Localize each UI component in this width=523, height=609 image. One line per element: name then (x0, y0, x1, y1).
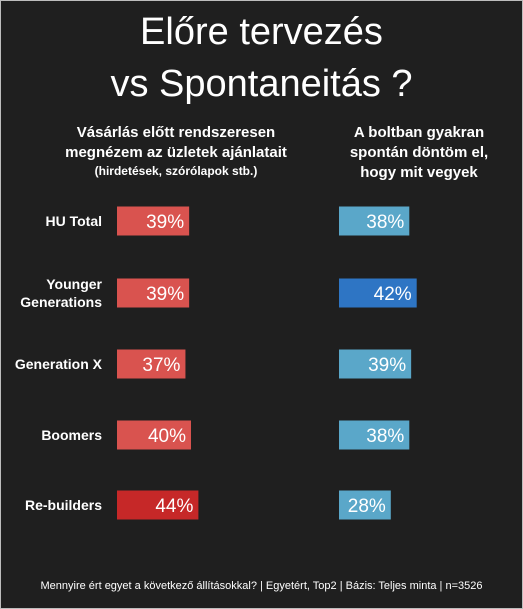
chart-title-line-2: vs Spontaneitás ? (110, 63, 413, 105)
right-header-line-2: spontán döntöm el, (349, 144, 489, 161)
category-label: Generation X (15, 356, 103, 372)
category-label-line: Generation X (15, 356, 103, 372)
left-header-line-1: Vásárlás előtt rendszeresen (76, 124, 276, 141)
bar (117, 278, 190, 308)
data-label: 39% (368, 355, 406, 376)
category-label-line: Re-builders (25, 497, 102, 513)
bar (339, 490, 391, 520)
left-column-header: Vásárlás előtt rendszeresen megnézem az … (41, 123, 311, 179)
category-label: Younger Generations (20, 276, 102, 310)
right-header-line-1: A boltban gyakran (353, 124, 485, 141)
bar (117, 206, 190, 236)
data-label: 38% (366, 212, 404, 233)
bar (339, 420, 410, 450)
category-label: Re-builders (25, 497, 102, 513)
chart-title-line-1: Előre tervezés (140, 11, 383, 53)
footer-note: Mennyire ért egyet a következő állítások… (40, 580, 483, 592)
data-label: 42% (374, 284, 412, 305)
left-header-line-3: (hirdetések, szórólapok stb.) (94, 164, 258, 178)
bar (117, 420, 191, 450)
bar (117, 349, 186, 379)
category-label-line: Younger (46, 276, 102, 292)
left-header-line-2: megnézem az üzletek ajánlatait (65, 144, 287, 161)
bar (339, 349, 412, 379)
category-label-line: HU Total (45, 213, 102, 229)
data-label: 44% (155, 496, 193, 517)
category-label: HU Total (45, 213, 102, 229)
bar (339, 278, 417, 308)
bar (339, 206, 410, 236)
data-label: 40% (148, 426, 186, 447)
data-label: 39% (146, 212, 184, 233)
category-label-line: Generations (20, 294, 102, 310)
bar (117, 490, 199, 520)
data-label: 38% (366, 426, 404, 447)
category-label-line: Boomers (41, 427, 102, 443)
data-label: 39% (146, 284, 184, 305)
data-label: 28% (348, 496, 386, 517)
category-label: Boomers (41, 427, 102, 443)
right-header-line-3: hogy mit vegyek (360, 164, 478, 181)
right-column-header: A boltban gyakran spontán döntöm el, hog… (319, 123, 519, 183)
data-label: 37% (142, 355, 180, 376)
